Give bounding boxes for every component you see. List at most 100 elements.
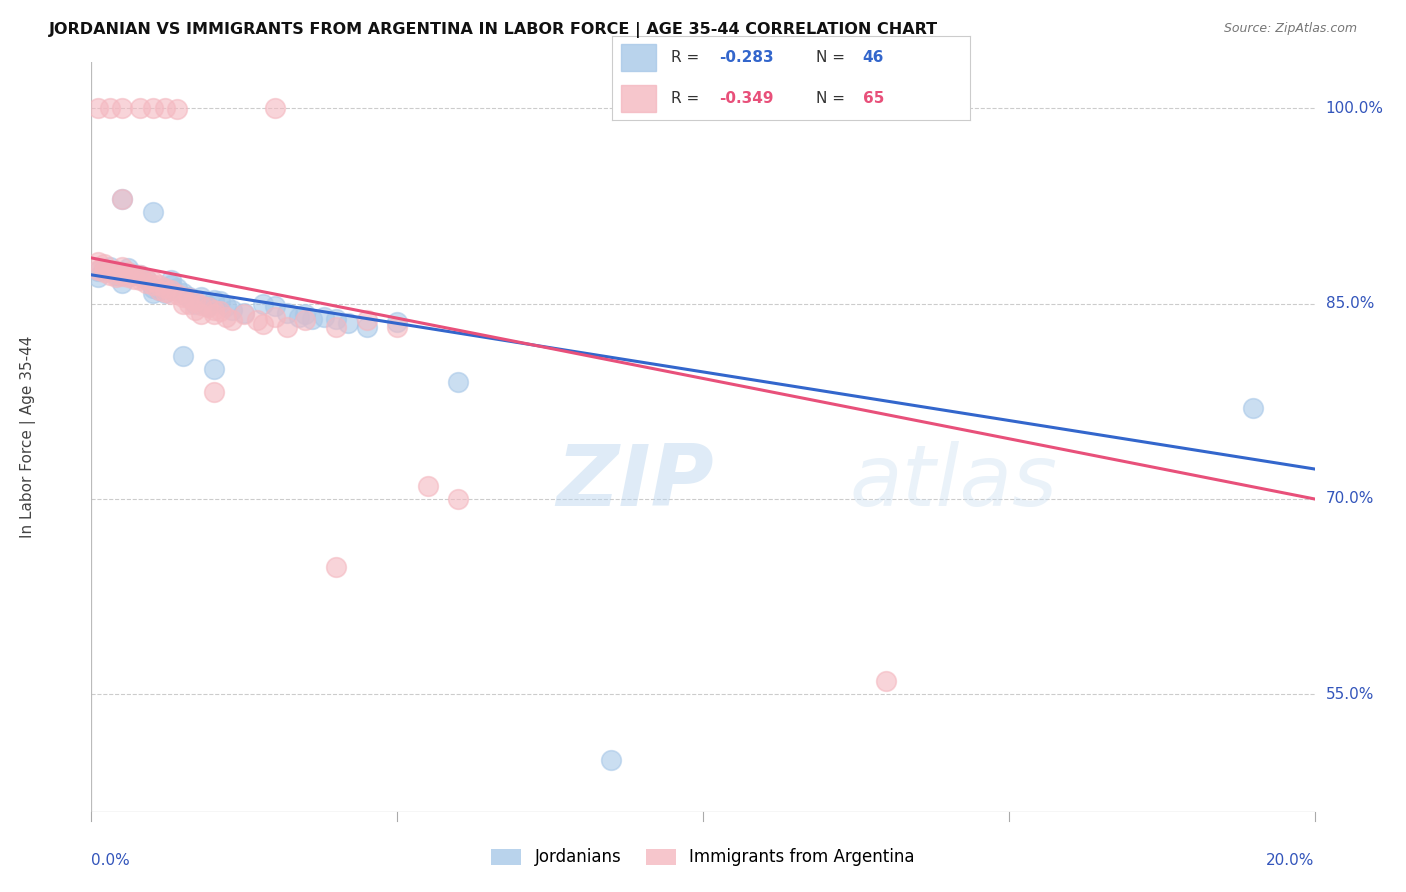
Point xyxy=(111,276,134,290)
Point xyxy=(117,270,139,285)
Point xyxy=(179,290,201,304)
Point xyxy=(148,284,170,298)
Point xyxy=(264,310,287,324)
Text: -0.283: -0.283 xyxy=(720,50,773,65)
Point xyxy=(160,284,183,298)
Point xyxy=(172,296,194,310)
Text: N =: N = xyxy=(815,50,849,65)
Text: ZIP: ZIP xyxy=(557,441,714,524)
Point xyxy=(172,286,194,301)
Point xyxy=(111,260,134,274)
Point xyxy=(356,320,378,334)
Point xyxy=(117,261,139,276)
Text: 100.0%: 100.0% xyxy=(1326,101,1384,116)
Point xyxy=(141,101,163,115)
Point xyxy=(141,205,163,219)
Point xyxy=(875,674,898,689)
Point xyxy=(416,479,439,493)
Text: 0.0%: 0.0% xyxy=(91,854,131,869)
Point xyxy=(135,272,157,286)
Point xyxy=(153,285,176,299)
Point xyxy=(202,293,225,307)
Point xyxy=(252,318,274,332)
Point xyxy=(385,320,409,334)
Point xyxy=(122,268,145,282)
Point xyxy=(153,286,176,301)
Text: N =: N = xyxy=(815,91,849,106)
Point xyxy=(86,262,108,277)
Point xyxy=(215,299,238,313)
Point xyxy=(600,753,623,767)
Point xyxy=(160,278,183,293)
Text: In Labor Force | Age 35-44: In Labor Force | Age 35-44 xyxy=(20,336,35,538)
Point xyxy=(190,298,212,312)
Text: JORDANIAN VS IMMIGRANTS FROM ARGENTINA IN LABOR FORCE | AGE 35-44 CORRELATION CH: JORDANIAN VS IMMIGRANTS FROM ARGENTINA I… xyxy=(49,22,938,38)
Point xyxy=(233,307,256,321)
Text: R =: R = xyxy=(671,50,704,65)
Point xyxy=(111,265,134,279)
Point xyxy=(111,101,134,115)
Point xyxy=(111,192,134,206)
Point xyxy=(184,303,207,318)
Point xyxy=(190,307,212,321)
Point xyxy=(294,307,316,321)
Point xyxy=(197,299,219,313)
Text: 70.0%: 70.0% xyxy=(1326,491,1374,507)
Bar xyxy=(620,44,657,71)
Point xyxy=(111,192,134,206)
Point xyxy=(337,316,360,330)
Point xyxy=(129,273,152,287)
Point xyxy=(184,293,207,308)
Point xyxy=(141,278,163,293)
Point xyxy=(93,257,115,271)
Point xyxy=(153,101,176,115)
Point xyxy=(111,267,134,281)
Point xyxy=(135,276,157,290)
Text: 65: 65 xyxy=(862,91,884,106)
Point xyxy=(160,287,183,301)
Point xyxy=(153,281,176,295)
Point xyxy=(447,375,470,389)
Point xyxy=(148,278,170,293)
Point xyxy=(294,313,316,327)
Text: 20.0%: 20.0% xyxy=(1267,854,1315,869)
Point xyxy=(148,284,170,298)
Text: 55.0%: 55.0% xyxy=(1326,687,1374,702)
Point xyxy=(98,260,121,274)
Point xyxy=(264,299,287,313)
Point xyxy=(264,101,287,115)
Point xyxy=(104,268,127,282)
Point xyxy=(98,268,121,282)
Point xyxy=(221,313,243,327)
Point xyxy=(356,313,378,327)
Text: -0.349: -0.349 xyxy=(720,91,773,106)
Point xyxy=(98,264,121,278)
Point xyxy=(197,301,219,315)
Point xyxy=(190,290,212,304)
Point xyxy=(208,293,231,308)
Point xyxy=(312,310,335,324)
Point xyxy=(141,281,163,295)
Point xyxy=(122,267,145,281)
Text: 46: 46 xyxy=(862,50,884,65)
Point xyxy=(179,296,201,310)
Text: R =: R = xyxy=(671,91,704,106)
Point xyxy=(172,349,194,363)
Point xyxy=(276,320,298,334)
Point xyxy=(179,291,201,305)
Text: Source: ZipAtlas.com: Source: ZipAtlas.com xyxy=(1223,22,1357,36)
Point xyxy=(325,312,347,326)
Point xyxy=(325,320,347,334)
Point xyxy=(111,269,134,284)
Point xyxy=(172,290,194,304)
Legend: Jordanians, Immigrants from Argentina: Jordanians, Immigrants from Argentina xyxy=(485,842,921,873)
Point xyxy=(104,264,127,278)
Point xyxy=(122,272,145,286)
Point xyxy=(135,272,157,286)
Point xyxy=(93,265,115,279)
Point xyxy=(129,268,152,282)
Point xyxy=(301,312,323,326)
Point xyxy=(288,310,311,324)
Point xyxy=(233,305,256,319)
Point xyxy=(202,307,225,321)
